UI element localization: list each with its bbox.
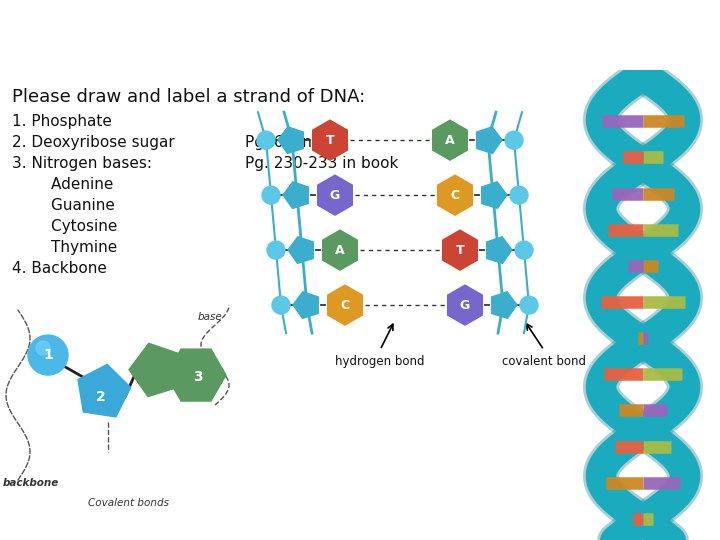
Circle shape <box>267 241 285 259</box>
Circle shape <box>36 341 50 355</box>
Polygon shape <box>283 182 308 208</box>
Text: Please draw and label a strand of DNA:: Please draw and label a strand of DNA: <box>12 88 365 106</box>
Text: base: base <box>198 312 222 322</box>
Polygon shape <box>129 343 180 396</box>
Polygon shape <box>166 349 226 401</box>
Text: 1: 1 <box>43 348 53 362</box>
Text: 4. Backbone: 4. Backbone <box>12 261 107 276</box>
Text: A: A <box>445 134 455 147</box>
Polygon shape <box>328 285 362 325</box>
Polygon shape <box>477 127 502 153</box>
Polygon shape <box>482 182 507 208</box>
Text: covalent bond: covalent bond <box>502 355 586 368</box>
Polygon shape <box>78 364 130 417</box>
Text: G: G <box>460 299 470 312</box>
Circle shape <box>520 296 538 314</box>
Polygon shape <box>492 292 517 319</box>
Text: G: G <box>330 188 340 201</box>
Circle shape <box>505 131 523 149</box>
Circle shape <box>515 241 533 259</box>
Text: Thymine: Thymine <box>12 240 117 255</box>
Text: backbone: backbone <box>3 478 59 488</box>
Text: T: T <box>325 134 334 147</box>
Text: 3: 3 <box>193 370 203 384</box>
Text: 1. Phosphate: 1. Phosphate <box>12 114 112 129</box>
Polygon shape <box>293 292 318 319</box>
Circle shape <box>272 296 290 314</box>
Text: C: C <box>451 188 459 201</box>
Polygon shape <box>318 175 352 215</box>
Text: 2: 2 <box>96 390 106 404</box>
Polygon shape <box>443 230 477 270</box>
Text: Guanine: Guanine <box>12 198 115 213</box>
Text: Cytosine: Cytosine <box>12 219 117 234</box>
Circle shape <box>257 131 275 149</box>
Text: hydrogen bond: hydrogen bond <box>336 355 425 368</box>
Text: T: T <box>456 244 464 256</box>
Polygon shape <box>288 237 313 264</box>
Text: 3. Nitrogen bases:: 3. Nitrogen bases: <box>12 156 152 171</box>
Polygon shape <box>323 230 357 270</box>
Polygon shape <box>448 285 482 325</box>
Text: 8.2 Structure of DNA: 8.2 Structure of DNA <box>13 21 339 49</box>
Polygon shape <box>433 120 467 160</box>
Text: 2. Deoxyribose sugar: 2. Deoxyribose sugar <box>12 135 175 150</box>
Circle shape <box>28 335 68 375</box>
Text: Pg. 62 in INB: Pg. 62 in INB <box>245 135 343 150</box>
Circle shape <box>510 186 528 204</box>
Polygon shape <box>312 120 347 160</box>
Text: Covalent bonds: Covalent bonds <box>88 498 169 508</box>
Circle shape <box>262 186 280 204</box>
Text: C: C <box>341 299 350 312</box>
Polygon shape <box>438 175 472 215</box>
Polygon shape <box>487 237 512 264</box>
Polygon shape <box>278 127 303 153</box>
Text: A: A <box>336 244 345 256</box>
Text: Adenine: Adenine <box>12 177 113 192</box>
Text: Pg. 230-233 in book: Pg. 230-233 in book <box>245 156 398 171</box>
